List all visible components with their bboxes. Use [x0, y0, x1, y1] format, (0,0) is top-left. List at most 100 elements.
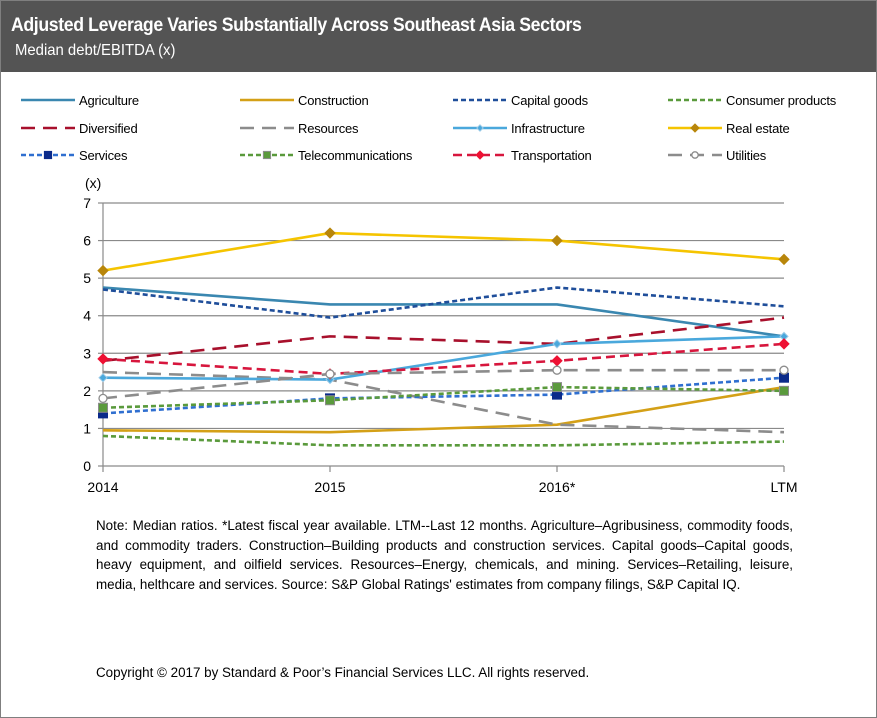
legend-label-resources: Resources	[298, 120, 359, 136]
legend-marker-infrastructure	[476, 124, 484, 132]
series-line-telecommunications	[102, 385, 785, 410]
legend-label-services: Services	[79, 147, 128, 163]
data-point-telecommunications-2014	[98, 402, 108, 413]
legend-swatch-utilities	[668, 151, 722, 159]
x-tick-label-2016: 2016*	[539, 479, 576, 495]
data-point-utilities-ltm	[779, 365, 789, 375]
y-tick-label-6: 6	[83, 233, 91, 249]
legend-label-telecommunications: Telecommunications	[298, 147, 413, 163]
legend-item-agriculture: Agriculture	[19, 92, 139, 108]
series-telecommunications	[98, 382, 789, 413]
legend-swatch-telecommunications	[240, 150, 294, 160]
copyright-notice: Copyright © 2017 by Standard & Poor’s Fi…	[96, 665, 590, 680]
legend-swatch-diversified	[21, 126, 75, 130]
series-capital-goods	[102, 286, 785, 319]
y-tick-label-7: 7	[83, 195, 91, 211]
y-tick-label-2: 2	[83, 383, 91, 399]
legend-label-consumer-products: Consumer products	[726, 92, 837, 108]
series-transportation	[97, 338, 790, 380]
legend-marker-telecommunications	[262, 150, 272, 160]
legend-marker-services	[43, 150, 53, 160]
series-line-capital-goods	[102, 286, 785, 319]
legend-marker-real-estate	[690, 123, 700, 133]
series-line-consumer-products	[102, 434, 785, 447]
series-utilities	[98, 365, 789, 404]
legend-item-resources: Resources	[238, 120, 359, 136]
y-axis-unit-label: (x)	[85, 175, 101, 191]
legend-label-infrastructure: Infrastructure	[511, 120, 585, 136]
legend-swatch-resources	[240, 126, 294, 130]
legend-swatch-construction	[240, 98, 294, 102]
series-services	[98, 372, 789, 419]
chart-note: Note: Median ratios. *Latest fiscal year…	[96, 518, 793, 592]
data-point-infrastructure-2016	[552, 339, 562, 349]
legend-swatch-services	[21, 150, 75, 160]
data-point-telecommunications-2015	[325, 395, 335, 406]
y-tick-label-0: 0	[83, 458, 91, 474]
series-line-infrastructure	[102, 335, 785, 381]
legend-label-diversified: Diversified	[79, 120, 138, 136]
data-point-transportation-2014	[97, 353, 109, 365]
data-point-telecommunications-ltm	[779, 385, 789, 396]
series-infrastructure	[98, 331, 789, 385]
series-consumer-products	[102, 434, 785, 447]
series-real-estate	[97, 227, 790, 277]
chart-subtitle: Median debt/EBITDA (x)	[15, 42, 176, 59]
legend-item-transportation: Transportation	[451, 147, 592, 163]
data-point-utilities-2016	[552, 365, 562, 375]
data-point-infrastructure-2014	[98, 373, 108, 383]
legend-label-agriculture: Agriculture	[79, 92, 139, 108]
series-agriculture	[102, 286, 785, 338]
legend-item-utilities: Utilities	[666, 147, 766, 163]
x-tick-label-2014: 2014	[87, 479, 118, 495]
data-point-utilities-2015	[325, 369, 335, 379]
chart-legend: Agriculture Construction Capital goods Cons…	[1, 87, 877, 167]
series-line-services	[102, 376, 785, 415]
series-line-construction	[102, 385, 785, 434]
legend-item-consumer-products: Consumer products	[666, 92, 836, 108]
legend-label-utilities: Utilities	[726, 147, 767, 163]
legend-item-infrastructure: Infrastructure	[451, 120, 585, 136]
chart-header: Adjusted Leverage Varies Substantially A…	[1, 1, 876, 72]
series-resources	[102, 370, 785, 434]
legend-item-real-estate: Real estate	[666, 120, 790, 136]
legend-marker-utilities	[691, 151, 699, 159]
legend-item-capital-goods: Capital goods	[451, 92, 588, 108]
legend-swatch-agriculture	[21, 98, 75, 102]
data-point-transportation-ltm	[778, 338, 790, 350]
chart-title: Adjusted Leverage Varies Substantially A…	[11, 15, 582, 36]
legend-item-telecommunications: Telecommunications	[238, 147, 412, 163]
legend-swatch-real-estate	[668, 123, 722, 133]
legend-item-diversified: Diversified	[19, 120, 138, 136]
legend-label-construction: Construction	[298, 92, 369, 108]
series-diversified	[102, 316, 785, 363]
legend-item-services: Services	[19, 147, 127, 163]
data-point-telecommunications-2016	[552, 382, 562, 393]
data-point-real-estate-2015	[324, 227, 336, 239]
series-line-transportation	[102, 342, 785, 376]
x-tick-label-2015: 2015	[314, 479, 345, 495]
series-construction	[102, 385, 785, 434]
series-line-real-estate	[102, 231, 785, 272]
y-tick-label-4: 4	[83, 308, 91, 324]
x-tick-label-ltm: LTM	[771, 479, 798, 495]
legend-label-transportation: Transportation	[511, 147, 592, 163]
legend-label-capital-goods: Capital goods	[511, 92, 588, 108]
data-point-transportation-2016	[551, 355, 563, 367]
data-point-real-estate-ltm	[778, 253, 790, 266]
legend-item-construction: Construction	[238, 92, 369, 108]
legend-marker-transportation	[475, 150, 485, 160]
y-tick-label-3: 3	[83, 345, 91, 361]
y-tick-label-5: 5	[83, 270, 91, 286]
legend-swatch-infrastructure	[453, 124, 507, 132]
series-line-diversified	[102, 316, 785, 363]
legend-swatch-consumer-products	[668, 98, 722, 102]
legend-label-real-estate: Real estate	[726, 120, 790, 136]
y-tick-label-1: 1	[83, 420, 91, 436]
series-line-utilities	[102, 368, 784, 400]
legend-swatch-capital-goods	[453, 98, 507, 102]
data-point-utilities-2014	[98, 393, 108, 404]
series-line-agriculture	[102, 286, 785, 338]
data-point-real-estate-2016	[551, 234, 563, 247]
